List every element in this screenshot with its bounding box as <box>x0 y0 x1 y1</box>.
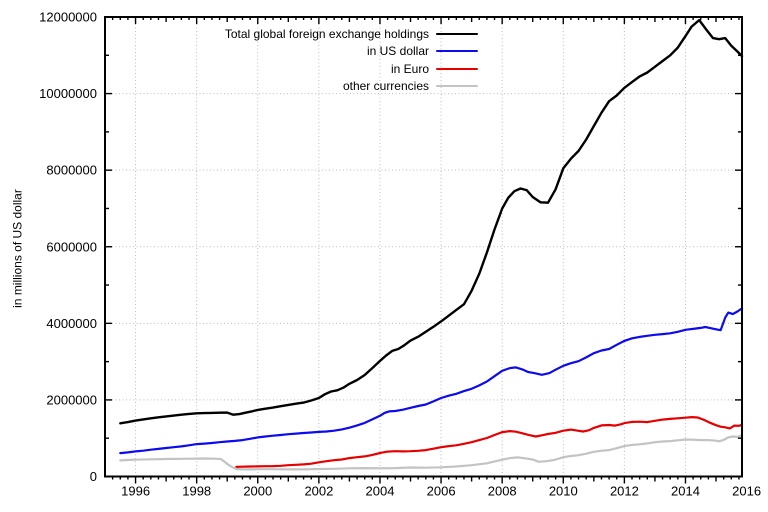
x-tick-label: 2004 <box>366 484 395 499</box>
legend-line-sample-other <box>436 85 478 88</box>
x-tick-labels: 1996 1998 2000 2002 2004 2006 2008 2010 2012 2014… <box>121 484 761 499</box>
axis-ticks <box>105 17 742 484</box>
series-line-other <box>119 434 744 471</box>
x-tick-label: 2000 <box>243 484 272 499</box>
y-tick-label: 12000000 <box>39 10 97 25</box>
legend-label-total: Total global foreign exchange holdings <box>224 26 429 41</box>
legend-item-other: other currencies <box>225 78 478 96</box>
legend-item-euro: in Euro <box>225 60 478 78</box>
y-tick-label: 2000000 <box>46 392 97 407</box>
series-line-usd <box>119 307 744 455</box>
x-tick-label: 2008 <box>488 484 517 499</box>
series-lines <box>119 18 744 471</box>
legend-item-usd: in US dollar <box>225 43 478 61</box>
legend-label-other: other currencies <box>342 79 429 94</box>
y-tick-label: 0 <box>90 469 97 484</box>
gridlines <box>105 17 742 477</box>
x-tick-label: 1996 <box>121 484 150 499</box>
legend-line-sample-euro <box>436 67 478 70</box>
x-tick-label: 2010 <box>549 484 578 499</box>
legend-label-euro: in Euro <box>390 61 429 76</box>
y-tick-label: 6000000 <box>46 239 97 254</box>
y-tick-label: 4000000 <box>46 316 97 331</box>
series-line-total <box>119 18 744 425</box>
y-tick-label: 10000000 <box>39 86 97 101</box>
x-tick-label: 2006 <box>427 484 456 499</box>
legend-line-sample-usd <box>436 50 478 53</box>
legend-label-usd: in US dollar <box>366 44 429 59</box>
y-tick-labels: 0 2000000 4000000 6000000 8000000 10000000 120… <box>39 10 97 485</box>
x-tick-label: 2002 <box>304 484 333 499</box>
series-line-euro <box>235 416 744 468</box>
legend-line-sample-total <box>436 32 478 35</box>
legend-item-total: Total global foreign exchange holdings <box>225 25 478 43</box>
y-tick-label: 8000000 <box>46 163 97 178</box>
y-axis-title: in millions of US dollar <box>10 189 25 308</box>
x-tick-label: 2016 <box>732 484 761 499</box>
x-tick-label: 2012 <box>610 484 639 499</box>
x-tick-label: 1998 <box>182 484 211 499</box>
x-tick-label: 2014 <box>671 484 700 499</box>
legend: Total global foreign exchange holdings i… <box>225 25 478 95</box>
